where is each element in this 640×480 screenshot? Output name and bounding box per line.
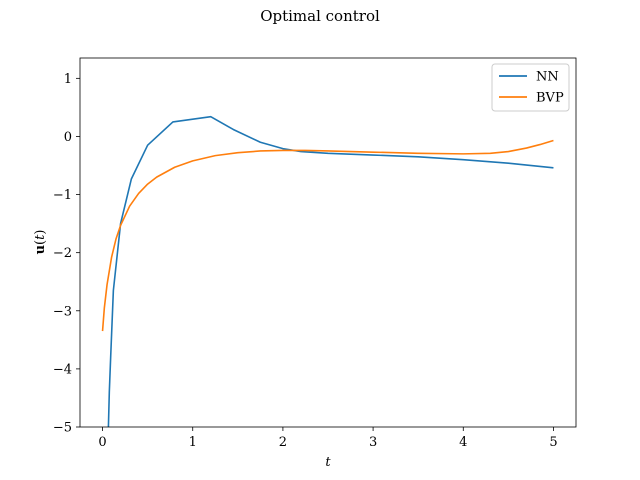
legend: NN BVP — [491, 63, 570, 112]
y-axis-label-var: t — [33, 234, 48, 240]
y-axis: 1 0 −1 −2 −3 −4 −5 — [53, 72, 80, 436]
series-line-bvp — [101, 139, 554, 332]
series-layer — [101, 115, 554, 427]
y-axis-label-close: ) — [33, 230, 48, 235]
x-tick-label: 4 — [459, 435, 467, 450]
y-tick-label: −3 — [53, 304, 72, 319]
x-tick-label: 0 — [98, 435, 106, 450]
y-tick-label: 0 — [64, 130, 72, 145]
y-axis-label-arg: ( — [33, 240, 48, 245]
x-tick-label: 2 — [279, 435, 287, 450]
x-axis: 0 1 2 3 4 5 — [98, 427, 558, 450]
chart-title: Optimal control — [260, 7, 380, 25]
x-axis-label: t — [325, 455, 331, 470]
series-line-nn — [107, 115, 554, 427]
plot-frame — [79, 57, 577, 428]
legend-label-nn: NN — [536, 70, 559, 85]
x-tick-label: 1 — [189, 435, 197, 450]
y-axis-label: u(t) — [33, 230, 48, 255]
y-tick-label: −4 — [53, 362, 72, 377]
y-tick-label: −5 — [53, 421, 72, 436]
y-tick-label: 1 — [64, 72, 72, 87]
legend-label-bvp: BVP — [536, 91, 564, 106]
y-axis-label-vector: u — [33, 245, 48, 254]
x-tick-label: 5 — [549, 435, 557, 450]
y-tick-label: −1 — [53, 188, 72, 203]
y-tick-label: −2 — [53, 246, 72, 261]
x-tick-label: 3 — [369, 435, 377, 450]
